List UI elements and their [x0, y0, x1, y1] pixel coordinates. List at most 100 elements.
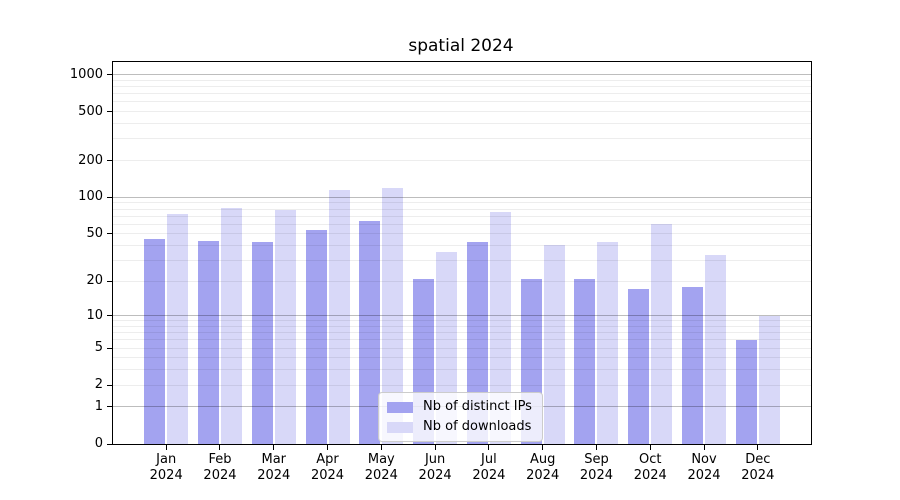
- minor-gridline: [113, 79, 811, 81]
- x-axis-tick: [165, 445, 167, 450]
- minor-gridline: [113, 123, 811, 125]
- bar: [382, 187, 404, 444]
- bar: [489, 211, 511, 444]
- minor-gridline: [113, 320, 811, 322]
- y-axis-tick: [107, 443, 112, 445]
- y-tick-label: 50: [86, 225, 103, 241]
- x-tick-label: Feb 2024: [203, 452, 237, 483]
- minor-gridline: [113, 326, 811, 328]
- minor-gridline: [113, 339, 811, 341]
- minor-gridline: [113, 280, 811, 282]
- y-axis-tick: [107, 196, 112, 198]
- x-axis-tick: [380, 445, 382, 450]
- x-axis-tick: [488, 445, 490, 450]
- bar: [682, 286, 704, 444]
- minor-gridline: [113, 111, 811, 113]
- minor-gridline: [113, 347, 811, 349]
- minor-gridline: [113, 138, 811, 140]
- minor-gridline: [113, 233, 811, 235]
- minor-gridline: [113, 215, 811, 217]
- x-tick-label: Oct 2024: [633, 452, 667, 483]
- bar: [274, 209, 296, 444]
- minor-gridline: [113, 384, 811, 386]
- y-axis-tick: [107, 160, 112, 161]
- bar: [328, 189, 350, 444]
- y-axis-tick: [107, 406, 112, 408]
- x-tick-label: Jul 2024: [472, 452, 506, 483]
- y-tick-label: 5: [94, 340, 103, 356]
- minor-gridline: [113, 357, 811, 359]
- x-tick-label: Jan 2024: [149, 452, 183, 483]
- bar: [167, 213, 189, 444]
- bar: [359, 220, 381, 444]
- bar: [597, 241, 619, 444]
- minor-gridline: [113, 208, 811, 210]
- bar: [305, 229, 327, 444]
- legend-label-distinct-ips: Nb of distinct IPs: [423, 399, 532, 414]
- x-tick-label: Dec 2024: [741, 452, 775, 483]
- bar: [543, 245, 565, 444]
- x-tick-label: Apr 2024: [310, 452, 345, 483]
- y-tick-label: 0: [94, 436, 103, 451]
- x-axis-tick: [703, 445, 705, 450]
- y-tick-label: 200: [78, 152, 103, 168]
- minor-gridline: [113, 244, 811, 246]
- plot-area: Nb of distinct IPs Nb of downloads: [112, 61, 812, 445]
- bar: [220, 208, 242, 444]
- y-axis-tick: [107, 74, 112, 76]
- minor-gridline: [113, 86, 811, 88]
- x-tick-label: Sep 2024: [579, 452, 613, 483]
- x-tick-label: May 2024: [364, 452, 398, 483]
- legend-item-distinct-ips: Nb of distinct IPs: [387, 400, 532, 414]
- legend-item-downloads: Nb of downloads: [387, 420, 532, 434]
- x-axis-tick: [219, 445, 221, 450]
- x-axis-tick: [595, 445, 597, 450]
- bar: [651, 224, 673, 444]
- y-tick-label: 100: [78, 189, 103, 205]
- legend-swatch-downloads: [387, 421, 413, 433]
- minor-gridline: [113, 202, 811, 204]
- minor-gridline: [113, 223, 811, 225]
- y-axis-tick: [107, 233, 112, 235]
- bar: [758, 315, 780, 444]
- bar: [144, 239, 166, 444]
- x-axis-tick: [273, 445, 275, 450]
- bar: [197, 240, 219, 444]
- x-tick-label: Jun 2024: [418, 452, 452, 483]
- y-axis-tick: [107, 315, 112, 317]
- bar: [735, 339, 757, 444]
- legend-label-downloads: Nb of downloads: [423, 419, 532, 434]
- y-tick-label: 20: [86, 273, 103, 289]
- y-axis-tick: [107, 280, 112, 282]
- x-tick-label: Mar 2024: [257, 452, 291, 483]
- bar: [251, 241, 273, 444]
- major-gridline: [113, 74, 811, 76]
- major-gridline: [113, 315, 811, 317]
- minor-gridline: [113, 259, 811, 261]
- y-tick-label: 1000: [69, 66, 103, 82]
- y-axis-tick: [107, 111, 112, 113]
- minor-gridline: [113, 101, 811, 103]
- chart-title: spatial 2024: [408, 36, 514, 56]
- major-gridline: [113, 196, 811, 198]
- bar: [574, 278, 596, 444]
- bar: [628, 289, 650, 444]
- x-axis-tick: [542, 445, 544, 450]
- minor-gridline: [113, 160, 811, 161]
- minor-gridline: [113, 332, 811, 334]
- y-axis-tick: [107, 347, 112, 349]
- x-axis-tick: [757, 445, 759, 450]
- legend: Nb of distinct IPs Nb of downloads: [378, 392, 543, 442]
- x-axis-tick: [434, 445, 436, 450]
- x-axis-tick: [327, 445, 329, 450]
- y-tick-label: 2: [94, 377, 103, 393]
- bar: [705, 255, 727, 444]
- y-tick-label: 500: [78, 103, 103, 119]
- x-tick-label: Nov 2024: [687, 452, 721, 483]
- x-axis-tick: [649, 445, 651, 450]
- x-tick-label: Aug 2024: [526, 452, 560, 483]
- y-tick-label: 1: [94, 398, 103, 414]
- minor-gridline: [113, 93, 811, 95]
- y-tick-label: 10: [86, 307, 103, 323]
